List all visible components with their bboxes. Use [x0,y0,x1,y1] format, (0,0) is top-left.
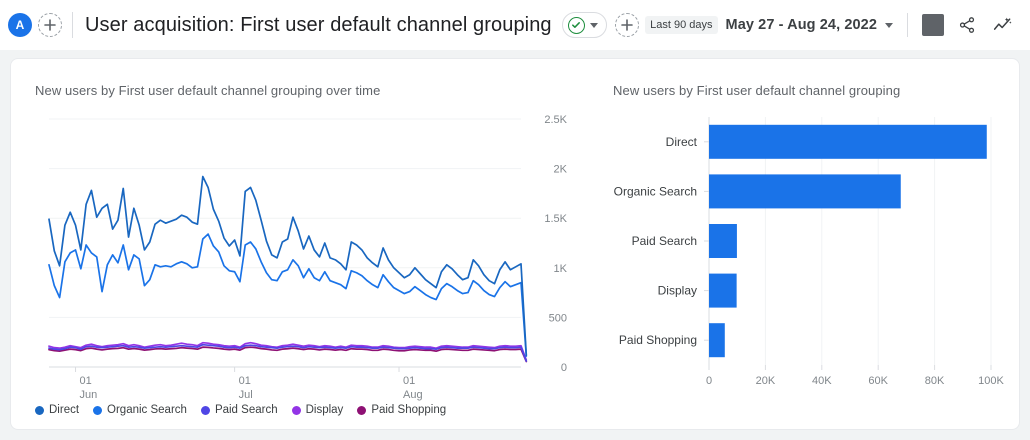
header-left-group: A [8,13,62,37]
app-header: A User acquisition: First user default c… [0,0,1030,50]
legend-label: Direct [49,404,80,416]
bar-x-axis-tick: 80K [925,375,945,387]
bar-category-label: Direct [666,135,698,149]
bar[interactable] [709,273,737,308]
legend-label: Display [305,404,344,416]
legend-item-direct[interactable]: Direct [35,404,79,416]
insights-icon[interactable] [990,12,1016,38]
line-series-direct [48,175,528,356]
avatar[interactable]: A [8,13,32,37]
header-right-group: Last 90 days May 27 - Aug 24, 2022 [645,12,1016,38]
legend-label: Organic Search [107,404,187,416]
y-axis-tick: 1.5K [544,213,567,225]
x-axis-tick-month: Jun [80,389,98,401]
header-divider [72,12,73,38]
bar-x-axis-tick: 0 [706,375,712,387]
plus-icon [44,19,56,31]
chevron-down-icon[interactable] [589,22,598,28]
header-divider-2 [907,13,908,37]
line-series-paid-search [48,343,528,362]
y-axis-tick: 0 [561,362,567,374]
page-title: User acquisition: First user default cha… [85,13,552,36]
chart-legend: Direct Organic Search Paid Search Display Pa… [35,404,446,416]
legend-color-dot [291,405,301,415]
status-badge[interactable] [561,12,607,38]
x-axis-tick-day: 01 [239,375,251,387]
legend-item-organic-search[interactable]: Organic Search [93,404,187,416]
x-axis-tick-day: 01 [80,375,92,387]
y-axis-tick: 2K [554,164,568,176]
plus-icon [620,19,633,31]
line-series-paid-shopping [48,346,528,363]
bar-x-axis-tick: 20K [756,375,776,387]
legend-label: Paid Shopping [371,404,447,416]
check-circle-icon [567,16,585,34]
x-axis-tick-day: 01 [403,375,415,387]
bar-category-label: Organic Search [614,184,697,198]
date-range-badge: Last 90 days [645,16,718,34]
bar-x-axis-tick: 40K [812,375,832,387]
chevron-down-icon[interactable] [885,22,893,28]
bar-category-label: Display [658,284,697,298]
y-axis-tick: 1K [554,263,568,275]
bar-category-label: Paid Shopping [619,333,697,347]
legend-item-paid-shopping[interactable]: Paid Shopping [357,404,446,416]
x-axis-tick-month: Aug [403,389,423,401]
x-axis-tick-month: Jul [239,389,253,401]
y-axis-tick: 500 [549,312,567,324]
legend-color-dot [93,405,103,415]
line-series-display [48,341,528,361]
bar[interactable] [709,224,737,258]
report-card: New users by First user default channel … [10,58,1020,430]
bar-x-axis-tick: 100K [978,375,1004,387]
bar-category-label: Paid Search [632,234,697,248]
legend-item-display[interactable]: Display [291,404,344,416]
share-icon[interactable] [954,12,980,38]
bar[interactable] [709,174,901,209]
legend-color-dot [200,405,210,415]
line-chart-title: New users by First user default channel … [35,83,381,98]
bar[interactable] [709,323,725,358]
line-chart[interactable]: 0 500 1K 1.5K 2K 2.5K 01 Jun 01 Jul 01 Aug [11,107,601,407]
date-range-label[interactable]: May 27 - Aug 24, 2022 [725,17,877,33]
add-segment-button[interactable] [614,13,639,37]
bar-chart[interactable]: 0 20K 40K 60K 80K 100K Direct Organic Search Pai… [601,107,1020,407]
line-series-organic-search [48,233,528,357]
legend-color-dot [35,405,44,415]
legend-color-dot [357,405,367,415]
add-comparison-button[interactable] [38,13,62,37]
bar-chart-title: New users by First user default channel … [613,83,901,98]
bar[interactable] [709,124,987,159]
legend-label: Paid Search [214,404,278,416]
y-axis-tick: 2.5K [544,114,567,126]
bar-x-axis-tick: 60K [868,375,888,387]
color-square-icon[interactable] [922,14,944,36]
legend-item-paid-search[interactable]: Paid Search [200,404,278,416]
